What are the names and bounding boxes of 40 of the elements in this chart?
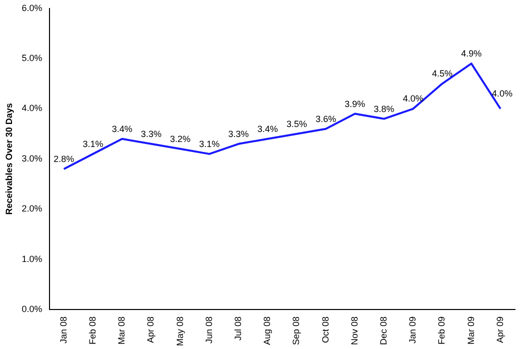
x-tick-label: Jul 08: [232, 316, 243, 341]
x-tick-label: Jun 08: [204, 316, 214, 344]
data-label: 4.0%: [402, 94, 424, 104]
x-tick-label: Dec 08: [378, 316, 389, 346]
x-tick-label: Apr 08: [146, 316, 156, 344]
data-label: 3.9%: [344, 98, 366, 109]
x-tick-label: Feb 09: [436, 316, 447, 345]
data-label: 3.2%: [170, 134, 191, 144]
x-tick-label: Jan 09: [408, 316, 418, 344]
data-label: 3.4%: [257, 124, 278, 134]
x-tick-label: Apr 09: [494, 316, 505, 344]
x-tick-label: Nov 08: [349, 316, 360, 346]
data-label: 3.6%: [316, 114, 336, 124]
data-label: 4.0%: [492, 88, 512, 99]
data-label: 4.9%: [461, 48, 482, 59]
x-tick-label: May 08: [174, 316, 185, 346]
y-tick-label: 1.0%: [22, 254, 42, 264]
y-tick-label: 6.0%: [22, 2, 42, 13]
x-tick-label: Aug 08: [262, 316, 272, 346]
x-tick-label: Oct 08: [320, 316, 330, 343]
data-label: 3.8%: [374, 104, 394, 114]
y-axis-title: Receivables Over 30 Days: [4, 103, 14, 215]
data-label: 4.5%: [432, 68, 452, 79]
y-tick-label: 4.0%: [22, 103, 42, 114]
y-tick-label: 3.0%: [22, 153, 42, 164]
x-tick-label: Sep 08: [291, 316, 302, 346]
data-label: 2.8%: [54, 154, 74, 164]
data-label: 3.5%: [286, 118, 307, 129]
x-tick-label: Feb 08: [87, 316, 98, 345]
x-tick-label: Mar 08: [116, 316, 127, 344]
x-tick-label: Jan 08: [58, 316, 68, 344]
data-label: 3.3%: [140, 128, 162, 139]
data-label: 3.4%: [112, 124, 132, 134]
y-tick-label: 5.0%: [22, 53, 42, 64]
data-label: 3.3%: [228, 128, 249, 139]
data-label: 3.1%: [199, 138, 220, 149]
y-tick-label: 2.0%: [22, 204, 42, 214]
x-tick-label: Mar 09: [466, 316, 476, 344]
data-label: 3.1%: [82, 138, 104, 149]
y-tick-label: 0.0%: [22, 304, 42, 314]
